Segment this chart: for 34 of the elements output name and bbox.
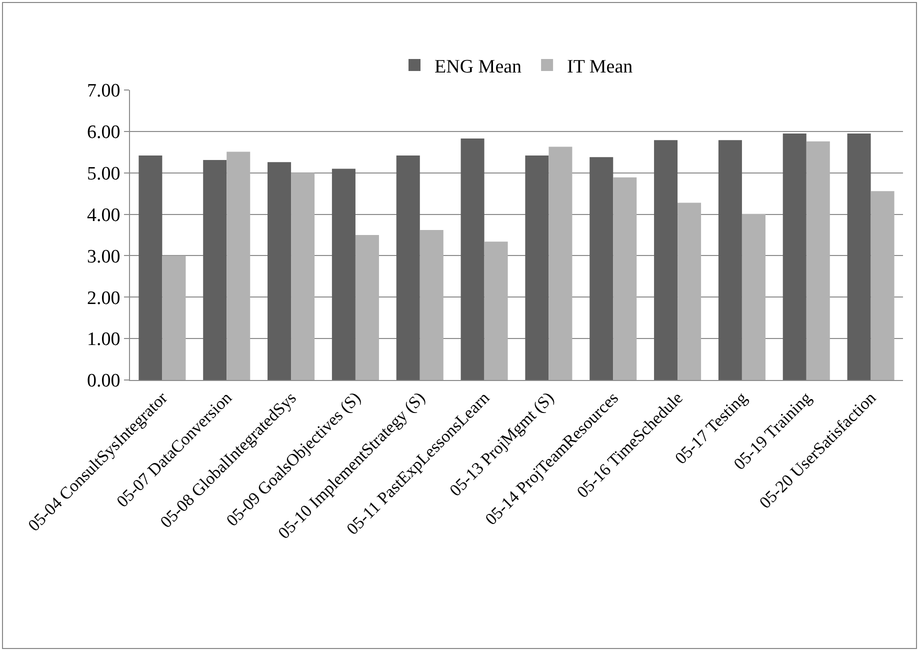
bar — [332, 168, 356, 380]
y-tick-label: 3.00 — [86, 246, 120, 268]
bar — [678, 202, 702, 380]
bar — [847, 134, 871, 380]
y-tick-label: 2.00 — [86, 288, 120, 309]
bar — [162, 256, 186, 380]
bar — [355, 235, 379, 380]
bar — [268, 162, 292, 380]
bar — [138, 155, 162, 380]
legend-label: IT Mean — [567, 56, 634, 78]
bar — [291, 172, 315, 380]
y-tick-label: 6.00 — [86, 122, 120, 144]
bar — [548, 146, 572, 380]
y-tick-label: 7.00 — [86, 80, 120, 102]
bar — [420, 230, 444, 380]
y-tick-label: 4.00 — [86, 204, 120, 226]
bar — [654, 140, 678, 380]
bar — [590, 157, 614, 380]
bar — [718, 140, 742, 380]
bar — [782, 134, 806, 380]
bar — [742, 214, 766, 380]
bar — [460, 138, 484, 380]
bar — [525, 155, 549, 380]
bar — [613, 177, 637, 380]
bar — [203, 160, 227, 380]
bar — [226, 152, 250, 380]
bar — [806, 141, 830, 380]
y-tick-label: 1.00 — [86, 329, 120, 350]
bar — [484, 242, 508, 380]
legend-label: ENG Mean — [434, 56, 522, 78]
bar — [870, 191, 894, 380]
y-tick-label: 0.00 — [86, 370, 120, 392]
y-tick-label: 5.00 — [86, 164, 120, 185]
bar — [396, 155, 420, 380]
